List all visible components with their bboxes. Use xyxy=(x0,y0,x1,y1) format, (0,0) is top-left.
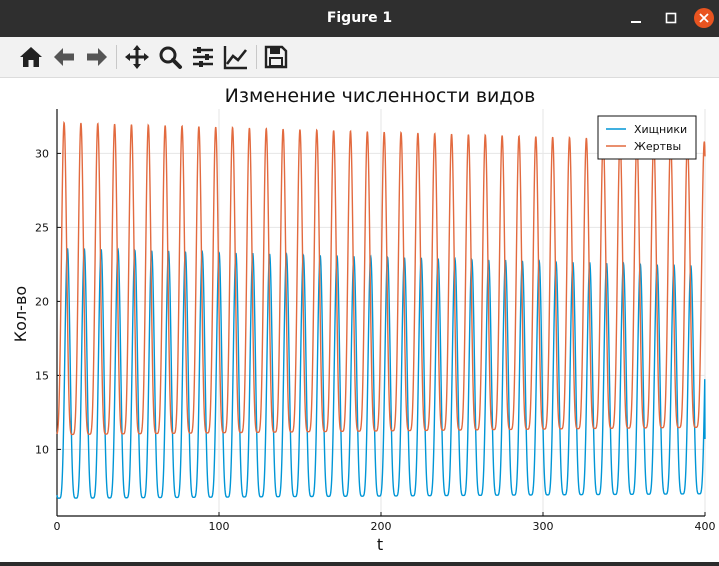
edit-axis-icon[interactable] xyxy=(223,44,249,70)
legend: Хищники Жертвы xyxy=(597,115,697,160)
close-icon[interactable] xyxy=(693,7,715,29)
y-tick-label: 25 xyxy=(35,221,49,234)
y-tick-label: 10 xyxy=(35,443,49,456)
zoom-icon[interactable] xyxy=(157,44,183,70)
axes xyxy=(56,109,706,517)
series-group xyxy=(56,120,706,499)
y-axis-label: Кол-во xyxy=(11,286,30,342)
x-tick-label: 100 xyxy=(209,520,230,533)
forward-arrow-icon[interactable] xyxy=(84,44,110,70)
x-tick-label: 300 xyxy=(533,520,554,533)
navigation-toolbar xyxy=(0,37,719,78)
x-tick-label: 400 xyxy=(695,520,716,533)
legend-box xyxy=(597,115,697,160)
tick-labels: 0 100 200 300 400 10 15 20 25 30 xyxy=(35,147,716,533)
minimize-icon[interactable] xyxy=(625,7,647,29)
legend-label: Жертвы xyxy=(634,140,681,153)
pan-icon[interactable] xyxy=(124,44,150,70)
y-tick-label: 30 xyxy=(35,147,49,160)
back-arrow-icon[interactable] xyxy=(51,44,77,70)
home-icon[interactable] xyxy=(18,44,44,70)
title-bar: Figure 1 xyxy=(0,0,719,37)
series-line xyxy=(56,247,706,499)
legend-label: Хищники xyxy=(634,123,687,136)
x-tick-label: 200 xyxy=(371,520,392,533)
save-icon[interactable] xyxy=(263,44,289,70)
series-line xyxy=(56,120,706,436)
x-axis-label: t xyxy=(377,535,383,554)
toolbar-separator xyxy=(256,45,257,69)
toolbar-separator xyxy=(116,45,117,69)
chart: 0 100 200 300 400 10 15 20 25 30 Изменение числен… xyxy=(11,85,716,554)
chart-title: Изменение численности видов xyxy=(225,85,536,107)
window-title: Figure 1 xyxy=(326,10,393,26)
maximize-icon[interactable] xyxy=(660,7,682,29)
figure-canvas[interactable]: 0 100 200 300 400 10 15 20 25 30 Изменение числен… xyxy=(2,78,717,562)
subplots-config-icon[interactable] xyxy=(190,44,216,70)
y-tick-label: 20 xyxy=(35,295,49,308)
y-tick-label: 15 xyxy=(35,369,49,382)
x-tick-label: 0 xyxy=(54,520,61,533)
